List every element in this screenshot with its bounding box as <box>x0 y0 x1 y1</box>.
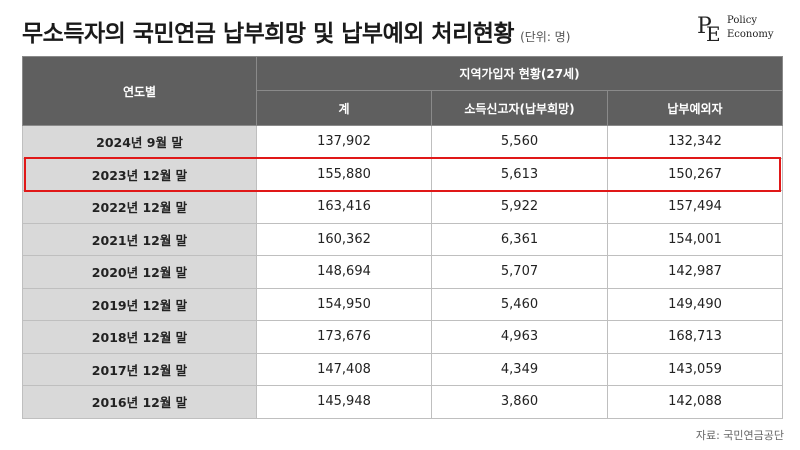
data-table-container: 연도별 지역가입자 현황(27세) 계 소득신고자(납부희망) 납부예외자 20… <box>22 56 783 419</box>
year-cell: 2019년 12월 말 <box>22 287 257 321</box>
unit-label: (단위: 명) <box>520 30 571 44</box>
total-cell: 147,408 <box>256 352 432 386</box>
year-cell: 2018년 12월 말 <box>22 320 257 354</box>
income-reporters-cell: 4,963 <box>431 320 608 354</box>
total-cell: 160,362 <box>256 222 432 256</box>
column-header-income-reporters: 소득신고자(납부희망) <box>431 90 608 126</box>
exempt-cell: 154,001 <box>607 222 783 256</box>
year-cell: 2024년 9월 말 <box>22 125 257 159</box>
exempt-cell: 142,987 <box>607 255 783 289</box>
exempt-cell: 149,490 <box>607 287 783 321</box>
total-cell: 154,950 <box>256 287 432 321</box>
income-reporters-cell: 6,361 <box>431 222 608 256</box>
exempt-cell: 150,267 <box>607 157 783 191</box>
title-text: 무소득자의 국민연금 납부희망 및 납부예외 처리현황 <box>22 21 515 47</box>
table-row: 2020년 12월 말 148,694 5,707 142,987 <box>22 255 783 289</box>
income-reporters-cell: 3,860 <box>431 385 608 419</box>
table-row: 2021년 12월 말 160,362 6,361 154,001 <box>22 222 783 256</box>
year-cell: 2023년 12월 말 <box>22 157 257 191</box>
table-row: 2018년 12월 말 173,676 4,963 168,713 <box>22 320 783 354</box>
year-cell: 2021년 12월 말 <box>22 222 257 256</box>
total-cell: 137,902 <box>256 125 432 159</box>
total-cell: 155,880 <box>256 157 432 191</box>
income-reporters-cell: 5,922 <box>431 190 608 224</box>
exempt-cell: 143,059 <box>607 352 783 386</box>
income-reporters-cell: 5,707 <box>431 255 608 289</box>
table-row: 2024년 9월 말 137,902 5,560 132,342 <box>22 125 783 159</box>
year-cell: 2020년 12월 말 <box>22 255 257 289</box>
table-row: 2017년 12월 말 147,408 4,349 143,059 <box>22 352 783 386</box>
year-cell: 2017년 12월 말 <box>22 352 257 386</box>
logo-mark-e: E <box>706 22 721 46</box>
table-row: 2022년 12월 말 163,416 5,922 157,494 <box>22 190 783 224</box>
total-cell: 145,948 <box>256 385 432 419</box>
exempt-cell: 168,713 <box>607 320 783 354</box>
column-header-total: 계 <box>256 90 432 126</box>
logo-line-1: Policy <box>727 15 757 26</box>
income-reporters-cell: 5,460 <box>431 287 608 321</box>
page-title: 무소득자의 국민연금 납부희망 및 납부예외 처리현황 (단위: 명) <box>22 14 570 48</box>
exempt-cell: 132,342 <box>607 125 783 159</box>
total-cell: 163,416 <box>256 190 432 224</box>
total-cell: 173,676 <box>256 320 432 354</box>
year-column-header: 연도별 <box>22 56 257 126</box>
logo-wordmark: Policy Economy <box>727 14 774 42</box>
logo-mark-p: P <box>697 14 712 39</box>
year-cell: 2016년 12월 말 <box>22 385 257 419</box>
table-row: 2019년 12월 말 154,950 5,460 149,490 <box>22 287 783 321</box>
column-header-exempt: 납부예외자 <box>607 90 783 126</box>
exempt-cell: 157,494 <box>607 190 783 224</box>
exempt-cell: 142,088 <box>607 385 783 419</box>
source-note: 자료: 국민연금공단 <box>695 429 784 442</box>
policy-economy-logo: P E Policy Economy <box>697 14 787 46</box>
income-reporters-cell: 4,349 <box>431 352 608 386</box>
income-reporters-cell: 5,560 <box>431 125 608 159</box>
total-cell: 148,694 <box>256 255 432 289</box>
logo-line-2: Economy <box>727 29 774 40</box>
logo-mark-icon: P E <box>697 14 723 46</box>
table-row: 2016년 12월 말 145,948 3,860 142,088 <box>22 385 783 419</box>
table-row: 2023년 12월 말 155,880 5,613 150,267 <box>22 157 783 191</box>
year-cell: 2022년 12월 말 <box>22 190 257 224</box>
table-body: 2024년 9월 말 137,902 5,560 132,342 2023년 12월 말… <box>22 125 783 419</box>
group-column-header: 지역가입자 현황(27세) <box>256 56 783 91</box>
income-reporters-cell: 5,613 <box>431 157 608 191</box>
pension-status-table: 연도별 지역가입자 현황(27세) 계 소득신고자(납부희망) 납부예외자 20… <box>22 56 783 419</box>
